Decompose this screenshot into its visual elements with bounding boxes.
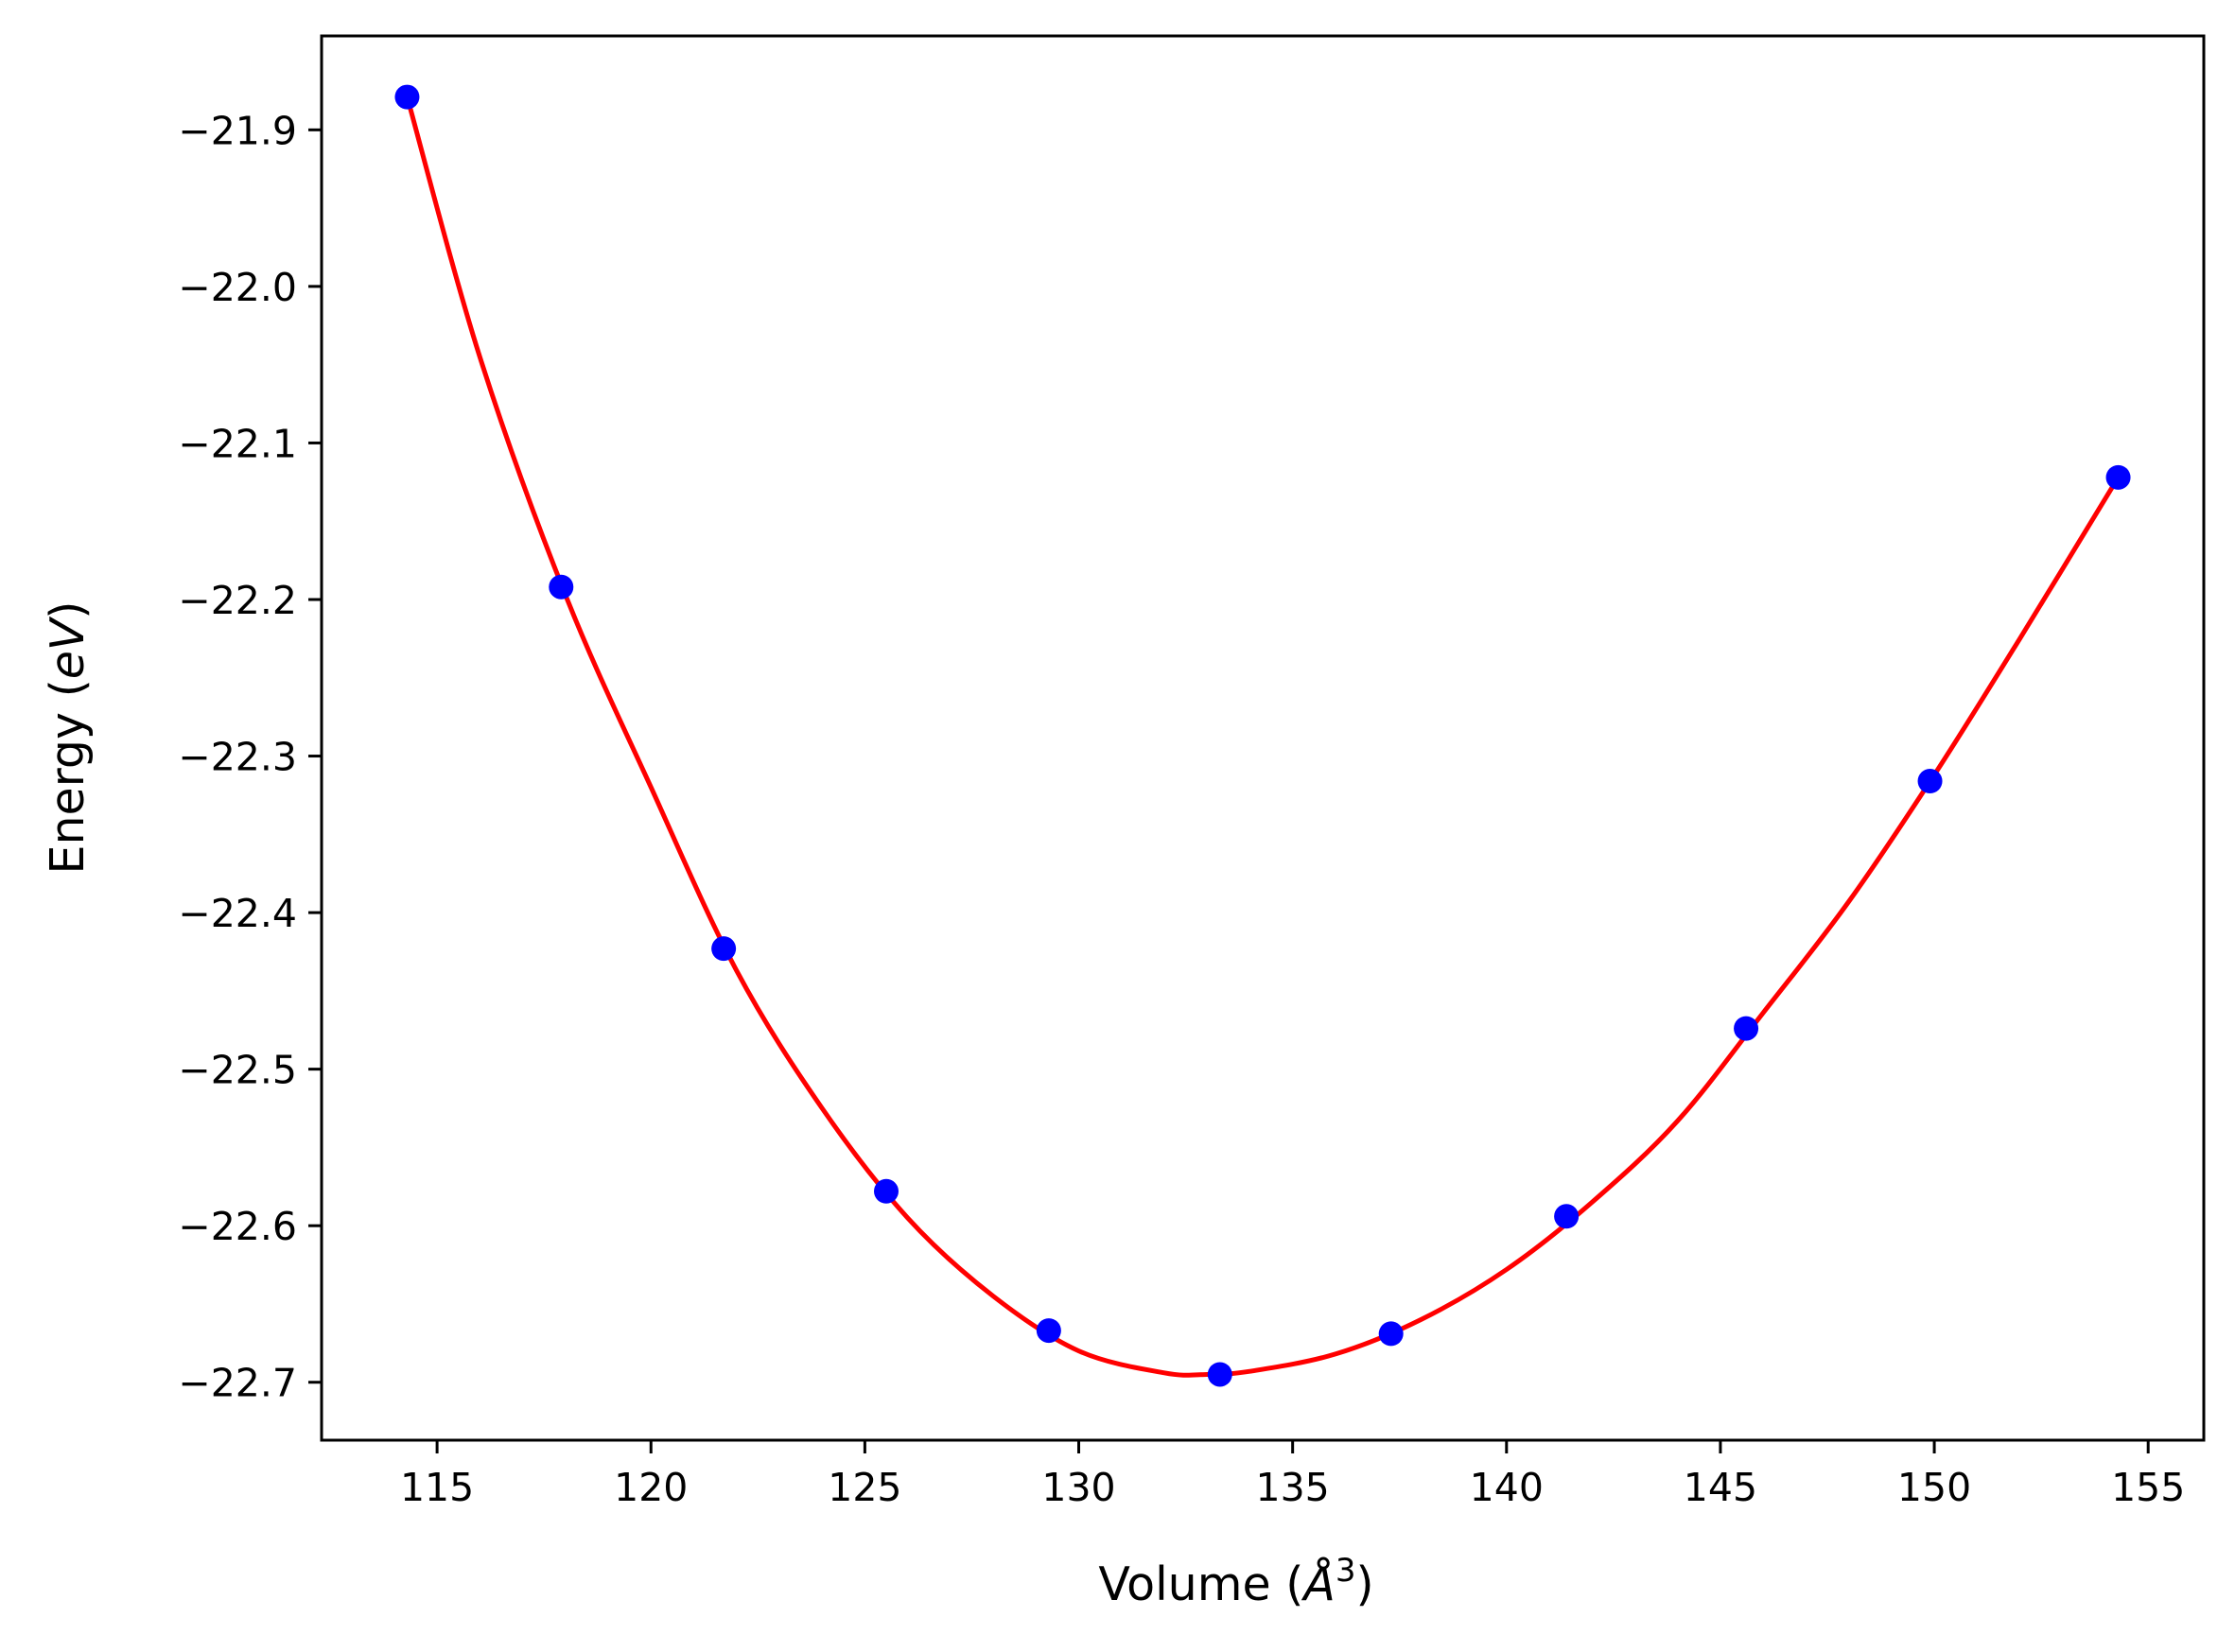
- data-point: [874, 1178, 899, 1204]
- x-axis-label: Volume (Å3): [1098, 1552, 1373, 1611]
- data-point: [1554, 1204, 1580, 1229]
- x-tick-label: 140: [1470, 1465, 1544, 1510]
- y-tick-label: −22.7: [178, 1361, 297, 1406]
- x-tick-label: 155: [2111, 1465, 2185, 1510]
- data-point: [2105, 464, 2131, 490]
- data-point: [1036, 1318, 1061, 1344]
- plot-frame: [320, 34, 2206, 1442]
- y-tick-label: −21.9: [178, 108, 297, 153]
- data-point: [394, 84, 420, 110]
- x-tick-label: 135: [1256, 1465, 1330, 1510]
- y-axis-ticks: −21.9 −22.0 −22.1 −22.2 −22.3 −22.4 −22.5 −22.6…: [178, 108, 322, 1406]
- x-axis-label-exponent: 3: [1336, 1552, 1356, 1590]
- fit-curve: [405, 96, 2121, 1378]
- x-tick-label: 145: [1684, 1465, 1757, 1510]
- y-tick-label: −22.2: [178, 578, 297, 623]
- x-tick-label: 125: [828, 1465, 901, 1510]
- y-tick-label: −22.6: [178, 1204, 297, 1249]
- x-tick-label: 115: [400, 1465, 474, 1510]
- x-tick-label: 120: [614, 1465, 688, 1510]
- y-axis-label-suffix: ): [41, 600, 95, 618]
- x-tick-label: 130: [1041, 1465, 1115, 1510]
- data-point: [549, 574, 574, 600]
- y-axis-label-unit: eV: [41, 616, 95, 679]
- data-point: [711, 936, 737, 962]
- data-points: [394, 84, 2131, 1387]
- x-tick-label: 150: [1897, 1465, 1971, 1510]
- data-point: [1207, 1362, 1232, 1387]
- data-point: [1917, 769, 1943, 794]
- y-tick-label: −22.4: [178, 891, 297, 936]
- y-tick-label: −22.0: [178, 265, 297, 310]
- y-axis-label: Energy (eV): [41, 600, 95, 874]
- data-point: [1734, 1016, 1759, 1041]
- y-tick-label: −22.1: [178, 421, 297, 466]
- x-axis-label-unit: Å: [1301, 1556, 1336, 1611]
- y-axis-label-prefix: Energy (: [41, 679, 95, 874]
- x-axis-label-suffix: ): [1355, 1557, 1373, 1611]
- plot-area: [322, 36, 2204, 1440]
- x-axis-label-prefix: Volume (: [1098, 1557, 1303, 1611]
- x-axis-ticks: 115 120 125 130 135 140 145 150 155: [400, 1440, 2185, 1510]
- y-tick-label: −22.3: [178, 735, 297, 780]
- data-point: [1378, 1321, 1404, 1347]
- y-tick-label: −22.5: [178, 1048, 297, 1093]
